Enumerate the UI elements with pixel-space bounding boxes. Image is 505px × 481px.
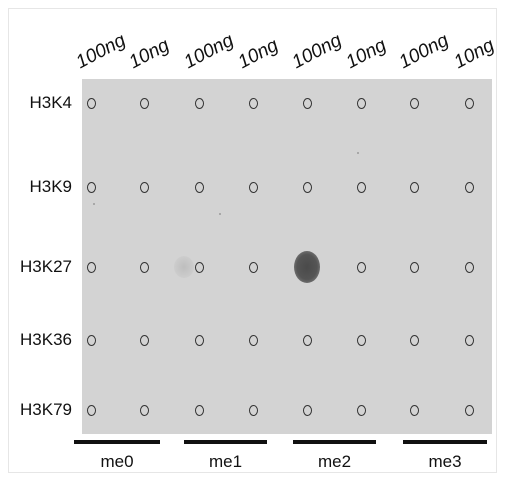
- row-label: H3K79: [20, 400, 72, 419]
- dot-spot: [409, 181, 419, 193]
- dot-spot: [139, 261, 149, 273]
- row-label: H3K27: [20, 257, 72, 276]
- dot-spot: [464, 261, 474, 273]
- group-label: me1: [208, 452, 243, 471]
- dot-spot: [302, 181, 312, 193]
- membrane-speck: [357, 152, 359, 154]
- dot-spot: [86, 334, 96, 346]
- dot-signal: [294, 251, 320, 283]
- dot-spot: [139, 404, 149, 416]
- dot-spot: [86, 97, 96, 109]
- group-label: me2: [317, 452, 352, 471]
- dot-spot: [356, 181, 366, 193]
- dot-spot: [248, 261, 258, 273]
- group-bar: [74, 440, 160, 444]
- membrane-speck: [219, 213, 221, 215]
- dot-spot: [139, 97, 149, 109]
- dot-spot: [194, 181, 204, 193]
- group-bar: [293, 440, 376, 444]
- dot-spot: [302, 97, 312, 109]
- dot-spot: [86, 404, 96, 416]
- dot-spot: [139, 334, 149, 346]
- dot-spot: [302, 334, 312, 346]
- dot-spot: [464, 404, 474, 416]
- membrane: [82, 79, 492, 434]
- group-label: me0: [100, 452, 134, 471]
- faint-spot: [174, 256, 194, 278]
- dot-spot: [86, 261, 96, 273]
- dot-spot: [356, 404, 366, 416]
- dot-spot: [194, 261, 204, 273]
- dot-spot: [409, 261, 419, 273]
- group-bar: [403, 440, 487, 444]
- dot-spot: [86, 181, 96, 193]
- dot-spot: [248, 97, 258, 109]
- dot-spot: [464, 97, 474, 109]
- dot-spot: [356, 261, 366, 273]
- dot-spot: [248, 334, 258, 346]
- row-label: H3K36: [20, 330, 72, 349]
- dot-spot: [464, 181, 474, 193]
- dot-spot: [194, 97, 204, 109]
- group-label: me3: [428, 452, 462, 471]
- dot-spot: [302, 404, 312, 416]
- row-label: H3K9: [29, 177, 72, 196]
- dot-spot: [409, 97, 419, 109]
- dot-spot: [194, 404, 204, 416]
- row-label: H3K4: [29, 93, 72, 112]
- dot-spot: [464, 334, 474, 346]
- dot-spot: [356, 334, 366, 346]
- dot-spot: [248, 181, 258, 193]
- dot-spot: [194, 334, 204, 346]
- dot-spot: [139, 181, 149, 193]
- dot-spot: [248, 404, 258, 416]
- dot-spot: [356, 97, 366, 109]
- group-bar: [184, 440, 267, 444]
- dot-spot: [409, 404, 419, 416]
- membrane-speck: [93, 203, 95, 205]
- dot-spot: [409, 334, 419, 346]
